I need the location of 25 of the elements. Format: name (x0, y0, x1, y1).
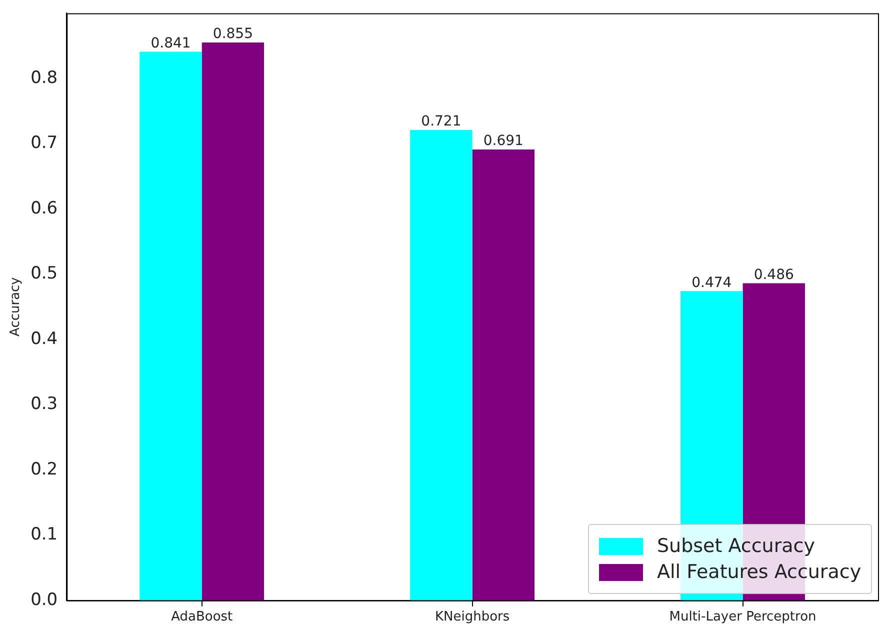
data-label: 0.721 (421, 114, 462, 130)
bar (410, 130, 472, 600)
y-tick-label: 0.3 (30, 394, 58, 414)
legend-label: Subset Accuracy (657, 535, 815, 558)
y-tick-label: 0.0 (30, 590, 58, 610)
bar (140, 52, 202, 600)
y-tick-label: 0.5 (30, 264, 58, 284)
y-axis-title: Accuracy (8, 276, 24, 336)
bar (472, 150, 535, 600)
data-label: 0.841 (150, 35, 191, 52)
y-tick-label: 0.2 (30, 459, 58, 480)
y-tick-label: 0.4 (30, 328, 58, 349)
x-tick-label: AdaBoost (171, 610, 233, 625)
bar (202, 42, 264, 600)
y-tick-label: 0.6 (30, 198, 58, 218)
y-tick-label: 0.1 (30, 524, 58, 545)
x-tick-label: KNeighbors (434, 610, 510, 625)
data-label: 0.474 (692, 274, 732, 291)
y-tick-label: 0.8 (30, 68, 58, 88)
y-tick-label: 0.7 (30, 133, 58, 154)
x-tick-label: Multi-Layer Perceptron (669, 610, 816, 625)
data-label: 0.486 (754, 266, 794, 283)
data-label: 0.691 (483, 133, 524, 150)
data-label: 0.855 (212, 26, 254, 42)
legend-label: All Features Accuracy (657, 561, 862, 584)
